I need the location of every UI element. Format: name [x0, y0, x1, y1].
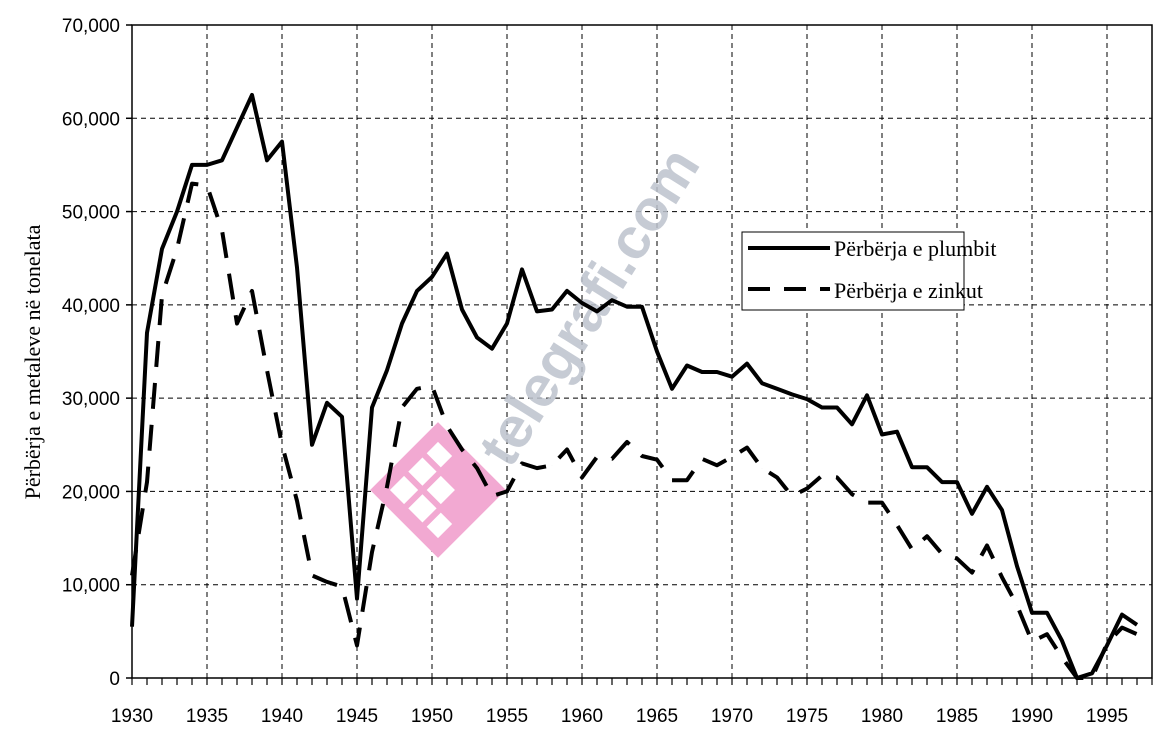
x-tick-label: 1945 — [336, 706, 378, 727]
legend-box — [741, 231, 965, 311]
series-layer — [130, 93, 1139, 680]
watermark: telegrafi.com — [370, 136, 712, 558]
legend: Përbërja e plumbit Përbërja e zinkut — [741, 231, 997, 311]
plot-frame — [131, 24, 1153, 679]
y-tick-label: 70,000 — [62, 16, 120, 37]
x-tick-label: 1985 — [936, 706, 978, 727]
y-tick-label: 10,000 — [62, 576, 120, 597]
y-tick-label: 60,000 — [62, 109, 120, 130]
legend-label-zinkut: Përbërja e zinkut — [834, 278, 983, 303]
series-line-plumbit — [130, 93, 1139, 680]
x-tick-label: 1950 — [411, 706, 453, 727]
x-tick-label: 1940 — [261, 706, 303, 727]
series-line-zinkut — [130, 181, 1138, 680]
x-tick-label: 1965 — [636, 706, 678, 727]
x-tick-label: 1995 — [1086, 706, 1128, 727]
y-tick-label: 40,000 — [62, 296, 120, 317]
y-tick-label: 20,000 — [62, 482, 120, 503]
x-tick-label: 1935 — [186, 706, 228, 727]
x-tick-label: 1970 — [711, 706, 753, 727]
y-tick-label: 0 — [109, 669, 120, 690]
x-tick-label: 1980 — [861, 706, 903, 727]
x-tick-label: 1930 — [111, 706, 153, 727]
x-tick-label: 1975 — [786, 706, 828, 727]
y-tick-label: 30,000 — [62, 389, 120, 410]
x-tick-label: 1990 — [1011, 706, 1053, 727]
grid — [132, 24, 1152, 678]
legend-label-plumbit: Përbërja e plumbit — [834, 236, 997, 261]
x-tick-label: 1960 — [561, 706, 603, 727]
y-tick-label: 50,000 — [62, 203, 120, 224]
y-axis-title: Përbërja e metaleve në tonelata — [20, 224, 45, 499]
axes: 0 10,000 20,000 30,000 40,000 50,000 60,000 70,… — [62, 16, 1153, 727]
x-tick-label: 1955 — [486, 706, 528, 727]
